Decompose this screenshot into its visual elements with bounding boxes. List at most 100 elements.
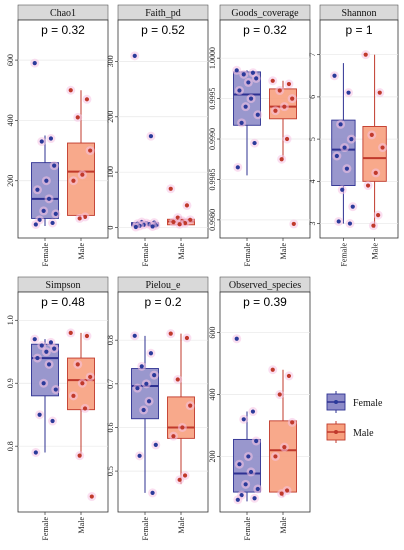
y-tick-label: 0.7 <box>106 379 115 389</box>
data-point <box>334 153 339 159</box>
data-point <box>46 362 52 367</box>
data-point <box>168 186 173 191</box>
facet-title: Chao1 <box>50 8 76 19</box>
data-point <box>80 381 85 386</box>
data-point <box>33 450 38 455</box>
data-point <box>182 473 188 478</box>
y-tick-label: 5 <box>308 137 317 141</box>
data-point <box>88 148 93 153</box>
x-category-label: Male <box>177 517 186 534</box>
box-male: Male <box>166 184 195 260</box>
data-point <box>270 78 275 83</box>
y-tick-label: 0.9995 <box>208 88 217 110</box>
data-point <box>184 203 190 208</box>
data-point <box>32 337 37 342</box>
data-point <box>77 216 82 221</box>
data-point <box>133 224 138 230</box>
data-point <box>239 120 244 125</box>
facet-panel-observed_species: Observed_species 200 400 600 p = 0.39 Female M… <box>208 276 311 541</box>
y-tick-label: 1.0000 <box>208 47 217 69</box>
y-tick-label: 600 <box>208 327 217 339</box>
data-point <box>32 61 37 66</box>
data-point <box>336 219 341 224</box>
data-point <box>255 112 260 117</box>
facet-panel-shannon: Shannon 3 4 5 6 7 p = 1 Female Male <box>308 4 399 267</box>
data-point <box>369 132 374 137</box>
data-point <box>153 442 158 448</box>
data-point <box>290 420 295 425</box>
y-tick-label: 0.9985 <box>208 168 217 190</box>
data-point <box>89 494 94 499</box>
data-point <box>39 139 44 144</box>
data-point <box>139 364 144 369</box>
data-point <box>188 403 193 408</box>
data-point <box>284 136 290 142</box>
data-point <box>150 490 155 496</box>
y-tick-label: 100 <box>106 166 115 178</box>
data-point <box>132 333 137 338</box>
data-point <box>135 386 140 391</box>
data-point <box>284 488 290 493</box>
data-point <box>248 96 254 101</box>
facet-panel-faith_pd: Faith_pd 0 100 200 300 p = 0.52 Female Male <box>106 4 209 267</box>
data-point <box>44 349 49 354</box>
data-point <box>75 115 80 120</box>
y-tick-label: 600 <box>6 54 15 66</box>
facet-panel-goods_coverage: Goods_coverage 0.9980 0.9985 0.9990 0.9995 1.… <box>208 4 311 267</box>
data-point <box>373 170 378 175</box>
legend-point <box>334 400 338 404</box>
y-tick-label: 3 <box>308 222 317 226</box>
data-point <box>282 104 287 109</box>
y-tick-label: 6 <box>308 95 317 99</box>
facet-title: Simpson <box>45 280 80 291</box>
data-point <box>50 220 55 226</box>
x-category-label: Male <box>77 243 86 260</box>
x-category-label: Female <box>339 243 348 267</box>
box-female: Female <box>330 63 358 267</box>
data-point <box>279 491 284 496</box>
data-point <box>53 211 58 217</box>
box-male: Male <box>361 50 388 259</box>
data-point <box>332 73 337 78</box>
x-category-label: Female <box>141 517 150 541</box>
x-category-label: Male <box>177 243 186 260</box>
data-point <box>171 219 176 225</box>
data-point <box>346 90 351 95</box>
data-point <box>340 187 345 192</box>
x-category-label: Female <box>41 517 50 541</box>
data-point <box>71 393 76 398</box>
data-point <box>33 222 38 227</box>
legend-label: Female <box>353 398 383 409</box>
data-point <box>349 137 354 142</box>
box-male: Male <box>268 365 297 534</box>
p-value-label: p = 0.52 <box>141 23 185 37</box>
x-category-label: Female <box>41 243 50 267</box>
data-point <box>152 372 157 378</box>
data-point <box>376 213 381 218</box>
data-point <box>273 108 278 113</box>
data-point <box>342 145 347 150</box>
y-tick-label: 400 <box>208 389 217 401</box>
x-category-label: Male <box>279 243 288 260</box>
data-point <box>347 221 353 226</box>
y-tick-label: 0.8 <box>106 335 115 345</box>
data-point <box>82 406 88 411</box>
p-value-label: p = 0.39 <box>243 295 287 309</box>
data-point <box>243 482 248 487</box>
data-point <box>254 76 259 81</box>
p-value-label: p = 1 <box>345 23 372 37</box>
box-male: Male <box>66 85 95 260</box>
box-male: Male <box>66 328 97 533</box>
y-tick-label: 400 <box>6 114 15 126</box>
data-point <box>68 330 73 335</box>
data-point <box>132 53 137 58</box>
box-male: Male <box>268 76 299 260</box>
data-point <box>46 196 52 201</box>
data-point <box>188 217 193 222</box>
data-point <box>371 223 376 228</box>
data-point <box>84 97 90 102</box>
data-point <box>75 362 80 367</box>
x-category-label: Male <box>279 517 288 534</box>
data-point <box>286 81 292 87</box>
